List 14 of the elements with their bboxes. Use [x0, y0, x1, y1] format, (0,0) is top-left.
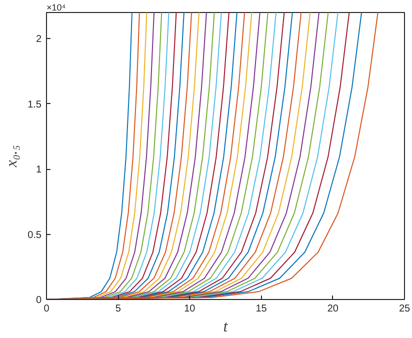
x-tick-label: 15: [256, 304, 268, 314]
x-axis-title: t: [223, 318, 228, 336]
y-axis-title: x₀.₅: [4, 144, 21, 168]
x-tick-label: 5: [115, 304, 122, 314]
x-tick-label: 20: [327, 304, 339, 314]
y-tick-label: 1: [36, 164, 42, 176]
y-tick-label: 2: [36, 34, 42, 46]
x-tick-label: 0: [44, 304, 50, 314]
y-tick-label: 0.5: [28, 230, 42, 241]
annotation: ×10⁴: [46, 2, 66, 12]
x-tick-label: 10: [184, 304, 196, 314]
x-tick-label: 25: [398, 304, 410, 314]
y-tick-label: 0: [36, 295, 42, 306]
y-tick-label: 1.5: [28, 99, 42, 110]
